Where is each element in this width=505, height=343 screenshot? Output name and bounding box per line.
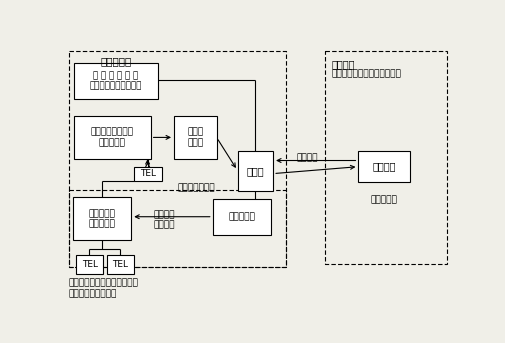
- Text: （現場管理室）: （現場管理室）: [178, 183, 216, 192]
- Bar: [73, 198, 131, 240]
- Text: （通報先は任意８ケ所まで）: （通報先は任意８ケ所まで）: [69, 278, 138, 287]
- Text: 無人運転
異常警報: 無人運転 異常警報: [153, 210, 175, 229]
- Bar: [76, 255, 104, 274]
- Text: TEL: TEL: [82, 260, 98, 269]
- Text: TEL: TEL: [140, 169, 156, 178]
- Bar: [213, 199, 271, 235]
- Text: （広島）: （広島）: [331, 60, 355, 70]
- Bar: [325, 51, 447, 264]
- Bar: [69, 51, 285, 267]
- Bar: [174, 116, 217, 159]
- Text: （１）情報連絡装置: （１）情報連絡装置: [69, 289, 117, 298]
- Bar: [74, 116, 150, 159]
- Bar: [359, 151, 410, 182]
- Text: パソコン: パソコン: [372, 162, 396, 172]
- Text: 常、異報所: 常、異報所: [371, 195, 397, 204]
- Bar: [107, 255, 134, 274]
- Text: 各担当者に
ＴＥＬする: 各担当者に ＴＥＬする: [89, 209, 116, 228]
- Bar: [134, 167, 162, 181]
- Bar: [74, 63, 158, 99]
- Text: 遠隔監視ユニット
マスター局: 遠隔監視ユニット マスター局: [91, 128, 134, 147]
- Text: 構内変換器: 構内変換器: [228, 213, 255, 222]
- Text: 切換器: 切換器: [246, 166, 264, 176]
- Text: 情 報 連 絡 装 置
（無人運転異常警報）: 情 報 連 絡 装 置 （無人運転異常警報）: [89, 71, 142, 91]
- Bar: [237, 151, 273, 191]
- Text: 三菱電機システムサービス㈱: 三菱電機システムサービス㈱: [331, 69, 401, 78]
- Text: （客　先）: （客 先）: [100, 56, 131, 66]
- Text: 専用局
番　号: 専用局 番 号: [187, 128, 204, 147]
- Text: TEL: TEL: [112, 260, 128, 269]
- Bar: [69, 190, 285, 267]
- Text: 電話回線: 電話回線: [296, 154, 318, 163]
